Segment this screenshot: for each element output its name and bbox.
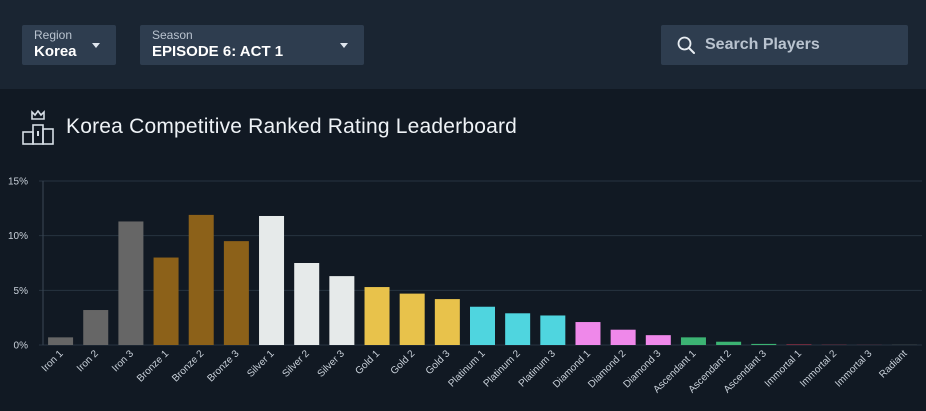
y-tick-label: 5% xyxy=(14,286,29,297)
x-tick-label: Iron 3 xyxy=(110,348,136,374)
x-tick-label: Immortal 3 xyxy=(833,348,874,389)
chart-title: Korea Competitive Ranked Rating Leaderbo… xyxy=(66,115,518,138)
season-label: Season xyxy=(152,28,193,42)
search-icon xyxy=(677,36,695,54)
x-tick-label: Silver 3 xyxy=(316,348,348,380)
x-tick-label: Gold 2 xyxy=(389,348,418,377)
x-tick-label: Silver 1 xyxy=(245,348,277,380)
bar-diamond-3[interactable] xyxy=(645,335,671,345)
bar-ascendant-2[interactable] xyxy=(716,341,742,345)
y-tick-label: 10% xyxy=(8,231,28,242)
bar-ascendant-3[interactable] xyxy=(751,343,777,345)
x-tick-label: Silver 2 xyxy=(280,348,312,380)
bar-bronze-3[interactable] xyxy=(223,241,249,345)
region-value: Korea xyxy=(34,43,77,60)
x-tick-label: Iron 2 xyxy=(75,348,101,374)
region-select[interactable]: Region Korea xyxy=(22,25,116,65)
bar-gold-2[interactable] xyxy=(399,293,425,345)
x-tick-label: Bronze 3 xyxy=(205,348,241,384)
x-tick-label: Bronze 2 xyxy=(170,348,206,384)
bar-bronze-2[interactable] xyxy=(188,214,214,345)
bar-ascendant-1[interactable] xyxy=(680,337,706,345)
y-tick-label: 0% xyxy=(14,341,29,352)
x-tick-label: Radiant xyxy=(877,348,909,380)
bar-iron-3[interactable] xyxy=(118,221,144,345)
x-tick-label: Platinum 1 xyxy=(446,348,487,389)
x-tick-label: Bronze 1 xyxy=(135,348,171,384)
bar-diamond-2[interactable] xyxy=(610,329,636,345)
x-tick-label: Platinum 2 xyxy=(482,348,523,389)
bar-platinum-2[interactable] xyxy=(505,313,531,345)
search-box[interactable] xyxy=(661,25,908,65)
season-select[interactable]: Season EPISODE 6: ACT 1 xyxy=(140,25,364,65)
bar-silver-1[interactable] xyxy=(259,215,285,345)
bar-gold-3[interactable] xyxy=(434,299,460,345)
bar-gold-1[interactable] xyxy=(364,287,390,345)
search-input[interactable] xyxy=(705,25,901,65)
x-tick-label: Gold 3 xyxy=(424,348,453,377)
bar-iron-1[interactable] xyxy=(48,337,74,345)
bar-diamond-1[interactable] xyxy=(575,322,601,345)
top-filter-bar: Region Korea Season EPISODE 6: ACT 1 xyxy=(0,0,926,89)
bar-platinum-1[interactable] xyxy=(470,306,495,345)
x-tick-label: Iron 1 xyxy=(40,348,66,374)
bar-platinum-3[interactable] xyxy=(540,315,566,345)
leaderboard-header: Korea Competitive Ranked Rating Leaderbo… xyxy=(0,89,926,169)
x-tick-label: Immortal 2 xyxy=(798,348,839,389)
region-label: Region xyxy=(34,28,73,42)
season-value: EPISODE 6: ACT 1 xyxy=(152,43,284,60)
podium-icon xyxy=(22,110,54,145)
bar-silver-3[interactable] xyxy=(329,276,355,345)
y-tick-label: 15% xyxy=(8,177,28,188)
rank-distribution-chart: 0%5%10%15%Iron 1 Iron 2 Iron 3 Bronze 1 Bron… xyxy=(8,177,922,395)
bar-iron-2[interactable] xyxy=(83,310,109,345)
chevron-down-icon xyxy=(92,43,100,48)
bar-bronze-1[interactable] xyxy=(153,257,179,345)
x-tick-label: Immortal 1 xyxy=(763,348,804,389)
x-tick-label: Gold 1 xyxy=(354,348,383,377)
bar-immortal-1[interactable] xyxy=(786,344,812,345)
chevron-down-icon xyxy=(340,43,348,48)
bar-silver-2[interactable] xyxy=(294,263,320,345)
